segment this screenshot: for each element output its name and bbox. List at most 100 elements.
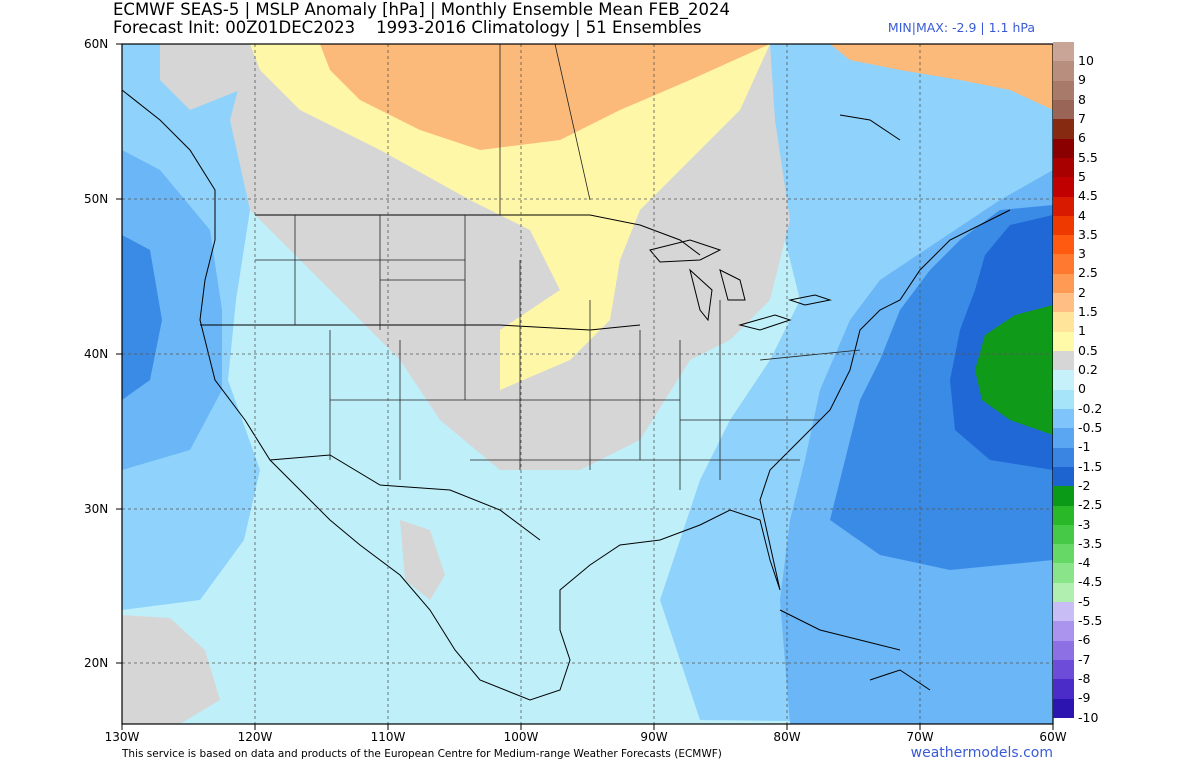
chart-title-line1: ECMWF SEAS-5 | MSLP Anomaly [hPa] | Mont… [113, 0, 730, 19]
colorbar-label: 3 [1078, 246, 1086, 262]
lat-label-20n: 20N [84, 656, 109, 670]
lon-label-90w: 90W [640, 730, 668, 744]
great-lakes [649, 239, 832, 331]
colorbar-label: -10 [1078, 709, 1099, 725]
colorbar-label: 9 [1078, 72, 1086, 88]
colorbar-swatch [1053, 273, 1074, 294]
colorbar-swatch [1053, 640, 1074, 661]
colorbar-swatch [1053, 679, 1074, 700]
colorbar-swatch [1053, 119, 1074, 140]
colorbar-swatch [1053, 428, 1074, 449]
colorbar-label: 4.5 [1078, 188, 1098, 204]
colorbar-swatch [1053, 389, 1074, 410]
colorbar-label: 2 [1078, 284, 1086, 300]
colorbar-label: -0.5 [1078, 419, 1103, 435]
colorbar-label: 5 [1078, 168, 1086, 184]
colorbar-label: 6 [1078, 130, 1086, 146]
colorbar-swatch [1053, 235, 1074, 255]
colorbar-swatch [1053, 486, 1074, 507]
colorbar-label: -8 [1078, 671, 1091, 687]
colorbar-swatch [1053, 80, 1074, 101]
lon-label-60w: 60W [1039, 730, 1067, 744]
colorbar-swatch [1053, 621, 1074, 642]
lat-label-50n: 50N [84, 192, 109, 206]
colorbar-label: 0.2 [1078, 362, 1098, 378]
lon-label-110w: 110W [370, 730, 406, 744]
colorbar-swatch [1053, 254, 1074, 275]
colorbar-swatch [1053, 582, 1074, 603]
colorbar-swatch [1053, 42, 1074, 62]
colorbar-swatch [1053, 312, 1074, 333]
colorbar-label: -3.5 [1078, 535, 1103, 551]
colorbar-label: 7 [1078, 110, 1086, 126]
axis-ticks [116, 43, 1054, 730]
colorbar-label: -9 [1078, 690, 1091, 706]
min-max-readout: MIN|MAX: -2.9 | 1.1 hPa [887, 20, 1035, 35]
lat-label-30n: 30N [84, 502, 109, 516]
colorbar-swatch [1053, 99, 1074, 120]
colorbar-label: 1.5 [1078, 304, 1098, 320]
colorbar-swatch [1053, 660, 1074, 680]
colorbar-label: -2 [1078, 477, 1091, 493]
colorbar-swatch [1053, 61, 1074, 82]
colorbar-swatch [1053, 466, 1074, 487]
colorbar-swatch [1053, 157, 1074, 178]
colorbar-swatch [1053, 215, 1074, 236]
colorbar-label: -6 [1078, 632, 1091, 648]
chart-title-line2: Forecast Init: 00Z01DEC2023 1993-2016 Cl… [113, 18, 702, 37]
colorbar-swatch [1053, 351, 1074, 371]
colorbar-label: 0 [1078, 381, 1086, 397]
colorbar-swatch [1053, 447, 1074, 468]
anomaly-fill-minus2 [122, 205, 1053, 570]
colorbar-label: -5.5 [1078, 613, 1103, 629]
lon-label-120w: 120W [237, 730, 273, 744]
colorbar-label: 1 [1078, 323, 1086, 339]
colorbar-swatch [1053, 524, 1074, 545]
lat-label-60n: 60N [84, 37, 109, 51]
site-credit: weathermodels.com [910, 745, 1053, 761]
colorbar-label: -3 [1078, 516, 1091, 532]
colorbar-swatch [1053, 177, 1074, 197]
lon-label-80w: 80W [773, 730, 801, 744]
colorbar-swatch [1053, 698, 1074, 719]
colorbar-label: -1 [1078, 439, 1091, 455]
anomaly-fill-yellow [250, 44, 770, 390]
colorbar-label: 0.5 [1078, 342, 1098, 358]
graticule [122, 44, 1053, 724]
colorbar-swatch [1053, 331, 1074, 352]
colorbar-label: 2.5 [1078, 265, 1098, 281]
colorbar-swatch [1053, 138, 1074, 159]
colorbar-label: 5.5 [1078, 149, 1098, 165]
anomaly-fill-minimum-green [975, 305, 1053, 435]
colorbar-swatch [1053, 408, 1074, 429]
footer-disclaimer: This service is based on data and produc… [122, 748, 722, 760]
anomaly-fill-orange [320, 44, 1053, 150]
colorbar-label: 3.5 [1078, 226, 1098, 242]
colorbar-label: -4 [1078, 555, 1091, 571]
anomaly-fill-grey-nw [160, 44, 250, 110]
colorbar-swatch [1053, 602, 1074, 622]
colorbar-label: -5 [1078, 593, 1091, 609]
coastline-borders [122, 89, 1011, 701]
colorbar-label: -2.5 [1078, 497, 1103, 513]
colorbar-label: 4 [1078, 207, 1086, 223]
lat-label-40n: 40N [84, 347, 109, 361]
colorbar-swatch [1053, 563, 1074, 584]
colorbar [1053, 42, 1074, 719]
anomaly-fill-grey-pacific [122, 615, 220, 724]
colorbar-label: 10 [1078, 53, 1094, 68]
colorbar-swatch [1053, 196, 1074, 217]
colorbar-swatch [1053, 505, 1074, 526]
anomaly-fill-minus1-5 [122, 150, 1053, 724]
lon-label-70w: 70W [906, 730, 934, 744]
colorbar-label: -0.2 [1078, 400, 1103, 416]
lon-label-130w: 130W [104, 730, 140, 744]
lon-label-100w: 100W [503, 730, 539, 744]
colorbar-label: -4.5 [1078, 574, 1103, 590]
colorbar-label: -7 [1078, 651, 1091, 667]
colorbar-swatch [1053, 370, 1074, 391]
state-borders [255, 44, 861, 490]
colorbar-swatch [1053, 544, 1074, 564]
anomaly-fill-grey-mexico [400, 520, 445, 600]
